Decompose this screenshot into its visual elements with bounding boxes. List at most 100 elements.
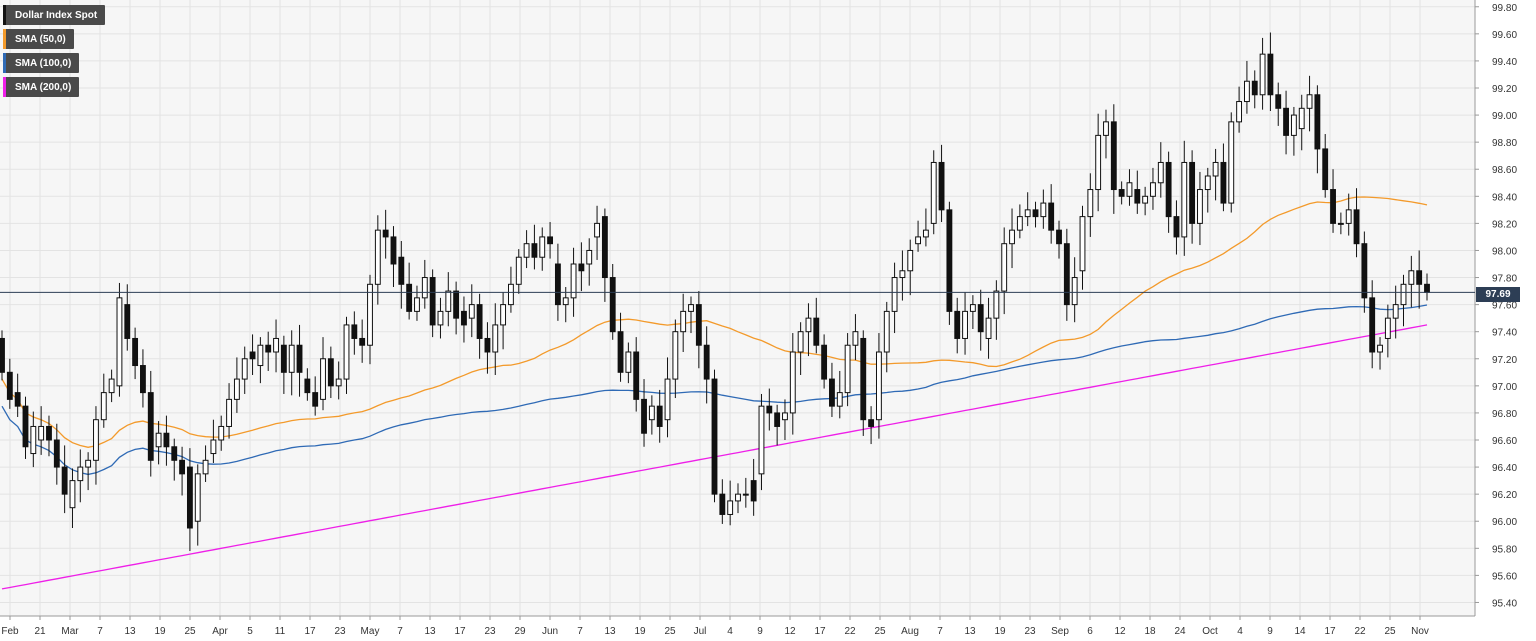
candle-body [789, 351, 796, 414]
x-tick-label: 6 [1087, 626, 1093, 637]
candle-body [1063, 243, 1070, 306]
x-tick-label: Jul [694, 626, 707, 637]
x-tick-label: May [361, 626, 380, 637]
legend-swatch-sma50 [3, 29, 6, 49]
candle-body [1016, 216, 1023, 231]
candle-body [523, 243, 530, 258]
candle-body [586, 249, 593, 265]
candle-body [1290, 114, 1297, 136]
y-tick-label: 98.80 [1492, 138, 1517, 149]
candle-body [688, 304, 694, 312]
legend-label-sma100: SMA (100,0) [15, 57, 72, 69]
candle-body [719, 493, 726, 515]
y-tick-label: 99.20 [1492, 84, 1517, 95]
candle-body [641, 398, 647, 434]
x-tick-label: Aug [901, 626, 919, 637]
candle-body [1157, 161, 1164, 184]
candle-body [1204, 175, 1211, 191]
candle-body [484, 337, 491, 353]
candle-body [1361, 243, 1368, 299]
x-tick-label: Apr [212, 626, 228, 637]
x-tick-label: 22 [1354, 626, 1366, 637]
candle-body [116, 297, 123, 387]
candle-body [562, 297, 569, 306]
y-tick-label: 96.60 [1492, 436, 1517, 447]
x-tick-label: 25 [184, 626, 196, 637]
candle-body [578, 263, 585, 272]
candle-body [492, 324, 499, 353]
candle-body [922, 229, 929, 238]
candle-body [30, 425, 37, 455]
candle-body [327, 358, 334, 387]
candle-body [14, 392, 21, 407]
legend-label-price: Dollar Index Spot [15, 9, 98, 21]
legend-label-sma200: SMA (200,0) [15, 81, 72, 93]
candle-body [1400, 283, 1407, 306]
candle-body [805, 317, 812, 333]
candle-body [1134, 189, 1141, 204]
candle-body [985, 317, 992, 339]
candle-body [907, 249, 914, 272]
gridlines [0, 0, 1475, 616]
x-tick-label: 5 [247, 626, 253, 637]
y-tick-label: 97.20 [1492, 355, 1517, 366]
candle-body [1220, 161, 1227, 204]
candle-body [782, 412, 788, 421]
candle-body [609, 277, 616, 333]
candle-body [703, 344, 710, 380]
candle-body [414, 297, 420, 312]
legend-swatch-sma200 [3, 77, 6, 97]
current-price-tag: 97.69 [1476, 287, 1520, 302]
y-tick-label: 97.40 [1492, 328, 1517, 339]
x-tick-label: 17 [304, 626, 316, 637]
candle-body [554, 263, 561, 306]
x-tick-label: 24 [1174, 626, 1186, 637]
candle-body [1353, 209, 1360, 245]
candle-body [249, 351, 256, 360]
x-tick-label: Jun [542, 626, 558, 637]
legend-item-sma200: SMA (200,0) [3, 77, 80, 97]
candle-body [296, 344, 303, 373]
candle-body [461, 310, 467, 326]
candle-body [351, 324, 358, 339]
x-tick-label: 7 [397, 626, 403, 637]
x-tick-label: Nov [1411, 626, 1429, 637]
candle-body [617, 331, 624, 373]
candle-body [210, 439, 217, 455]
candle-body [1173, 216, 1180, 238]
legend-item-sma100: SMA (100,0) [3, 53, 80, 73]
x-tick-label: 19 [154, 626, 166, 637]
candle-body [124, 304, 131, 339]
x-tick-label: 17 [814, 626, 826, 637]
candle-body [468, 304, 475, 319]
candle-body [625, 351, 632, 373]
candle-body [727, 500, 734, 515]
candle-body [875, 351, 882, 421]
candle-body [515, 256, 522, 285]
y-tick-label: 97.80 [1492, 274, 1517, 285]
candle-body [1369, 297, 1376, 353]
candle-body [570, 263, 577, 299]
candle-body [226, 398, 232, 427]
candle-body [1087, 189, 1094, 218]
candle-body [93, 419, 99, 461]
candle-body [664, 378, 671, 421]
candle-body [1228, 121, 1235, 204]
candle-body [1040, 202, 1047, 218]
y-tick-label: 99.80 [1492, 3, 1517, 14]
y-tick-label: 99.00 [1492, 111, 1517, 122]
candle-body [1275, 94, 1282, 109]
candle-body [312, 392, 319, 407]
candle-body [437, 310, 444, 326]
candle-body [1298, 107, 1305, 130]
candle-body [429, 277, 436, 326]
x-tick-label: 7 [937, 626, 943, 637]
candle-body [1118, 189, 1125, 197]
y-tick-label: 95.40 [1492, 598, 1517, 609]
candle-body [61, 466, 68, 495]
candle-body [836, 392, 843, 407]
candle-body [343, 324, 350, 380]
x-tick-label: 17 [454, 626, 466, 637]
candle-body [633, 351, 640, 400]
candle-body [797, 331, 804, 353]
